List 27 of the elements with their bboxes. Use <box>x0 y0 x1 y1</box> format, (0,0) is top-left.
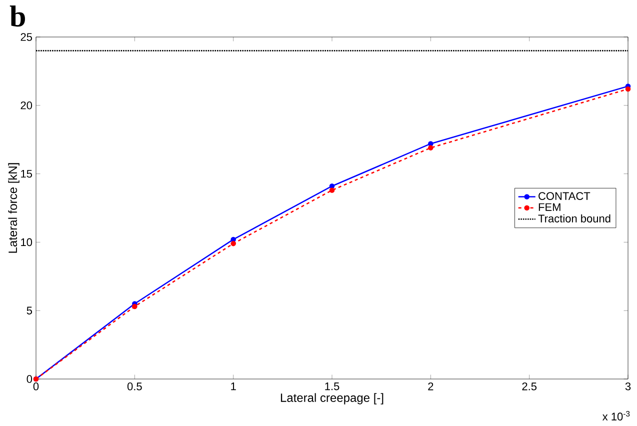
x-tick-label: 1.5 <box>325 382 340 390</box>
x-tick-label: 1 <box>231 382 236 390</box>
y-tick-label: 15 <box>21 170 32 178</box>
point <box>132 304 138 310</box>
x-tick-label: 0.5 <box>127 382 142 390</box>
x-axis-title: Lateral creepage [-] <box>280 393 384 404</box>
x-tick-label: 3 <box>625 382 631 390</box>
y-tick-label: 25 <box>20 33 32 41</box>
point <box>625 86 631 92</box>
text: x 10$^{-3}$ <box>602 411 630 420</box>
x-tick-label: 0 <box>33 382 39 390</box>
legend-label: CONTACT <box>538 192 590 200</box>
x-tick-label: 2.5 <box>522 382 537 390</box>
legend-label: Traction bound <box>538 214 610 222</box>
y-tick-label: 10 <box>21 238 32 246</box>
point <box>230 240 236 246</box>
y-tick-label: 5 <box>26 306 32 314</box>
point <box>428 145 434 150</box>
point <box>428 141 434 146</box>
x-tick-label: 2 <box>428 382 434 390</box>
y-axis-title: Lateral force [kN] <box>8 163 20 253</box>
chart-title: b <box>10 6 25 27</box>
y-tick-label: 20 <box>20 101 32 110</box>
legend-label: FEM <box>538 203 560 211</box>
y-tick-label: 0 <box>26 375 32 383</box>
point <box>329 188 335 193</box>
point <box>329 183 335 189</box>
